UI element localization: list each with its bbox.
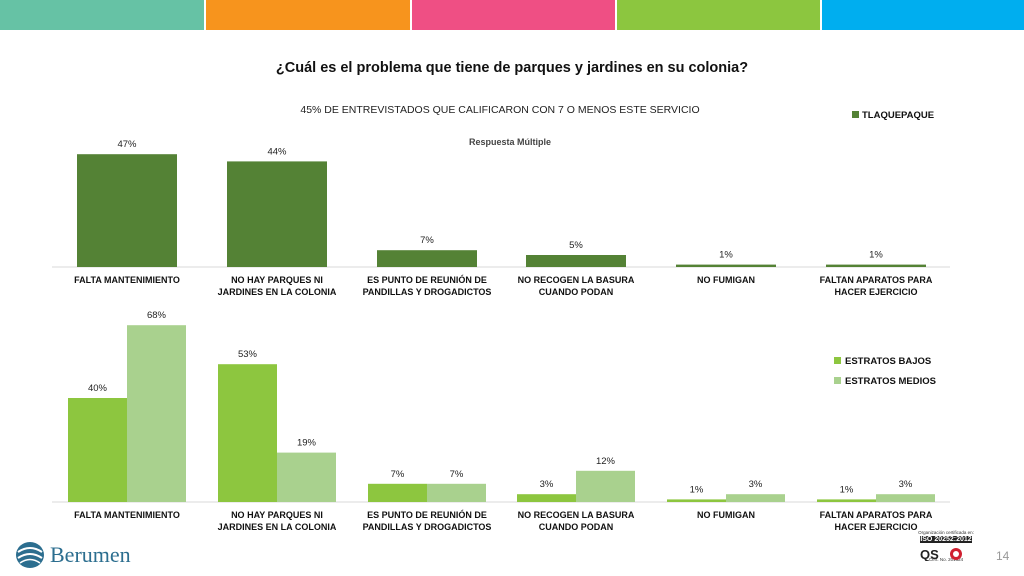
iso-caption: Organización certificada en:: [918, 530, 974, 535]
data-label: 12%: [596, 456, 616, 467]
chart-total: 47% 44% 7% 5% 1% 1% FALTA MANTENIMIENTO NO HAY …: [52, 110, 950, 297]
data-label: 47%: [117, 139, 137, 150]
svg-text:QS: QS: [920, 547, 939, 561]
category-label: CUANDO PODAN: [539, 522, 614, 532]
legend-swatch: [834, 357, 841, 364]
bar: [517, 494, 576, 502]
category-label: NO FUMIGAN: [697, 275, 755, 285]
bar: [427, 483, 486, 502]
data-label: 40%: [88, 383, 108, 394]
data-label: 3%: [899, 479, 913, 490]
category-label: JARDINES EN LA COLONIA: [218, 287, 337, 297]
bar: [876, 494, 935, 502]
category-label: NO RECOGEN LA BASURA: [518, 510, 635, 520]
data-label: 19%: [297, 438, 317, 449]
data-label: 1%: [869, 250, 883, 261]
category-label: FALTA MANTENIMIENTO: [74, 275, 180, 285]
category-label: NO RECOGEN LA BASURA: [518, 275, 635, 285]
color-band-segment: [822, 0, 1024, 30]
data-label: 7%: [450, 469, 464, 480]
data-label: 1%: [840, 484, 854, 495]
data-label: 68%: [147, 310, 167, 321]
iso-label: ISO 20252:2012: [920, 536, 972, 543]
legend-swatch: [852, 111, 859, 118]
data-label: 3%: [540, 479, 554, 490]
bar: [817, 499, 876, 502]
bar: [218, 364, 277, 502]
color-band: [0, 0, 1024, 30]
bar: [826, 264, 926, 267]
bar: [576, 470, 635, 502]
iso-cert-number: Cert. No. 201624: [928, 557, 964, 562]
data-label: 1%: [719, 250, 733, 261]
category-label: ES PUNTO DE REUNIÓN DE: [367, 509, 487, 520]
color-band-segment: [412, 0, 615, 30]
legend-label: TLAQUEPAQUE: [862, 110, 934, 121]
color-band-segment: [0, 0, 204, 30]
bar: [676, 264, 776, 267]
data-label: 44%: [267, 146, 287, 157]
multiple-response-note: Respuesta Múltiple: [468, 137, 551, 147]
globe-icon: [16, 542, 44, 568]
category-label: NO HAY PARQUES NI: [231, 275, 323, 285]
berumen-logo: Berumen: [14, 538, 131, 572]
category-label: HACER EJERCICIO: [834, 522, 917, 532]
bar: [227, 161, 327, 267]
color-band-segment: [616, 0, 821, 30]
category-label: NO FUMIGAN: [697, 510, 755, 520]
bar: [726, 494, 785, 502]
bar: [377, 250, 477, 267]
category-label: FALTAN APARATOS PARA: [820, 275, 933, 285]
bar: [277, 452, 336, 502]
bar: [77, 154, 177, 267]
chart-subtitle: 45% DE ENTREVISTADOS QUE CALIFICARON CON…: [300, 104, 700, 116]
data-label: 1%: [690, 484, 704, 495]
legend-label: ESTRATOS MEDIOS: [845, 376, 936, 387]
qs-icon: QS: [920, 547, 962, 561]
page-title: ¿Cuál es el problema que tiene de parque…: [275, 60, 749, 76]
bar: [667, 499, 726, 502]
data-label: 53%: [238, 349, 258, 360]
category-label: PANDILLAS Y DROGADICTOS: [363, 287, 492, 297]
data-label: 5%: [569, 240, 583, 251]
category-label: CUANDO PODAN: [539, 287, 614, 297]
data-label: 7%: [391, 469, 405, 480]
category-label: HACER EJERCICIO: [834, 287, 917, 297]
chart-strata: 40% 53% 7% 3% 1% 1% 68% 19% 7% 12% 3% 3% FALTA MANTE…: [52, 310, 950, 532]
bar: [368, 483, 427, 502]
data-label: 3%: [749, 479, 763, 490]
category-label: FALTAN APARATOS PARA: [820, 510, 933, 520]
bar: [127, 325, 186, 502]
category-label: PANDILLAS Y DROGADICTOS: [363, 522, 492, 532]
bar: [68, 398, 127, 502]
color-band-segment: [205, 0, 411, 30]
category-label: FALTA MANTENIMIENTO: [74, 510, 180, 520]
legend-swatch: [834, 377, 841, 384]
iso-certification-badge: Organización certificada en: ISO 20252:2…: [914, 530, 978, 574]
bar: [526, 255, 626, 267]
logo-text: Berumen: [50, 542, 131, 567]
page-number: 14: [996, 549, 1010, 563]
legend-label: ESTRATOS BAJOS: [845, 356, 931, 367]
category-label: NO HAY PARQUES NI: [231, 510, 323, 520]
data-label: 7%: [420, 235, 434, 246]
category-label: JARDINES EN LA COLONIA: [218, 522, 337, 532]
category-label: ES PUNTO DE REUNIÓN DE: [367, 274, 487, 285]
